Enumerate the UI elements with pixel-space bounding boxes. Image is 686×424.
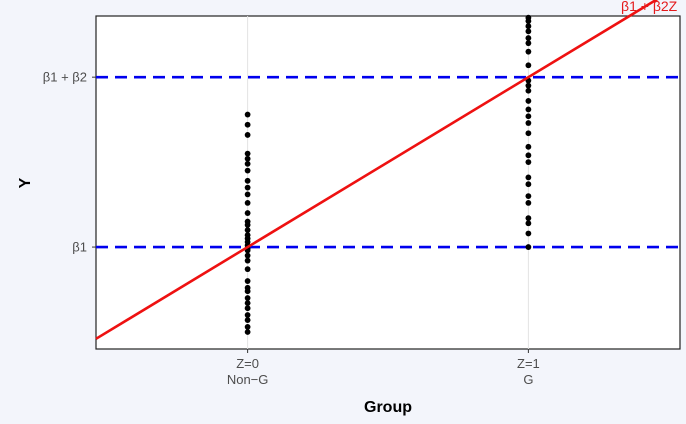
- data-point-1-5: [525, 40, 532, 47]
- data-point-0-10: [244, 199, 251, 206]
- data-point-1-26: [525, 244, 532, 250]
- y-tick-labels: β1 β1 + β2: [43, 70, 96, 255]
- data-point-1-10: [525, 87, 532, 94]
- data-point-1-15: [525, 130, 532, 137]
- data-point-0-24: [244, 278, 251, 284]
- data-point-1-13: [525, 113, 532, 120]
- fit-line-group: β1 + β2Z: [95, 0, 678, 340]
- data-point-0-23: [244, 266, 251, 273]
- data-point-1-9: [525, 82, 532, 89]
- reference-lines: [96, 75, 680, 249]
- data-point-0-1: [244, 121, 251, 128]
- fit-line: [95, 0, 659, 340]
- data-point-1-3: [525, 28, 532, 35]
- data-point-0-30: [244, 312, 251, 318]
- data-point-0-27: [244, 295, 251, 301]
- data-point-1-24: [525, 220, 532, 227]
- data-point-1-18: [525, 159, 532, 166]
- y-tick-label-0: β1: [72, 240, 87, 255]
- x-tick-label-1-line2: G: [523, 372, 533, 387]
- y-tick-label-1: β1 + β2: [43, 70, 87, 85]
- y-axis-title: Y: [17, 177, 34, 188]
- data-point-1-7: [525, 62, 532, 69]
- data-point-0-14: [244, 227, 251, 233]
- data-point-1-6: [525, 48, 532, 55]
- plot-panel: [95, 15, 681, 350]
- data-point-1-22: [525, 199, 532, 206]
- data-point-0-7: [244, 177, 251, 184]
- x-tick-label-1-line1: Z=1: [517, 356, 540, 371]
- data-point-0-2: [244, 132, 251, 138]
- data-point-1-1: [525, 18, 532, 24]
- x-axis-title: Group: [364, 399, 412, 416]
- fit-line-label: β1 + β2Z: [621, 0, 678, 14]
- data-point-1-4: [525, 35, 532, 41]
- data-point-0-32: [244, 324, 251, 330]
- data-point-1-16: [525, 143, 532, 150]
- data-point-1-12: [525, 106, 532, 113]
- data-point-1-20: [525, 181, 532, 188]
- data-point-1-23: [525, 215, 532, 222]
- data-point-1-17: [525, 152, 532, 159]
- data-point-0-11: [244, 210, 251, 216]
- data-point-0-22: [244, 257, 251, 264]
- x-tick-label-0-line1: Z=0: [236, 356, 259, 371]
- data-point-0-0: [244, 111, 251, 118]
- data-point-0-13: [244, 222, 251, 228]
- data-point-0-26: [244, 288, 251, 295]
- data-point-0-8: [244, 184, 251, 191]
- data-point-0-28: [244, 300, 251, 307]
- data-point-0-29: [244, 305, 251, 312]
- x-tick-label-0-line2: Non−G: [227, 372, 269, 387]
- data-point-0-4: [244, 155, 251, 162]
- data-point-0-5: [244, 160, 251, 167]
- data-point-1-25: [525, 230, 532, 237]
- data-point-1-2: [525, 23, 532, 30]
- data-point-0-21: [244, 252, 251, 259]
- data-point-0-6: [244, 167, 251, 174]
- data-point-1-21: [525, 193, 532, 199]
- data-point-1-19: [525, 174, 532, 181]
- data-point-0-33: [244, 329, 251, 335]
- data-point-1-14: [525, 120, 532, 126]
- data-point-0-3: [244, 150, 251, 157]
- data-point-0-31: [244, 317, 251, 324]
- data-point-0-9: [244, 191, 251, 198]
- data-point-1-11: [525, 98, 532, 104]
